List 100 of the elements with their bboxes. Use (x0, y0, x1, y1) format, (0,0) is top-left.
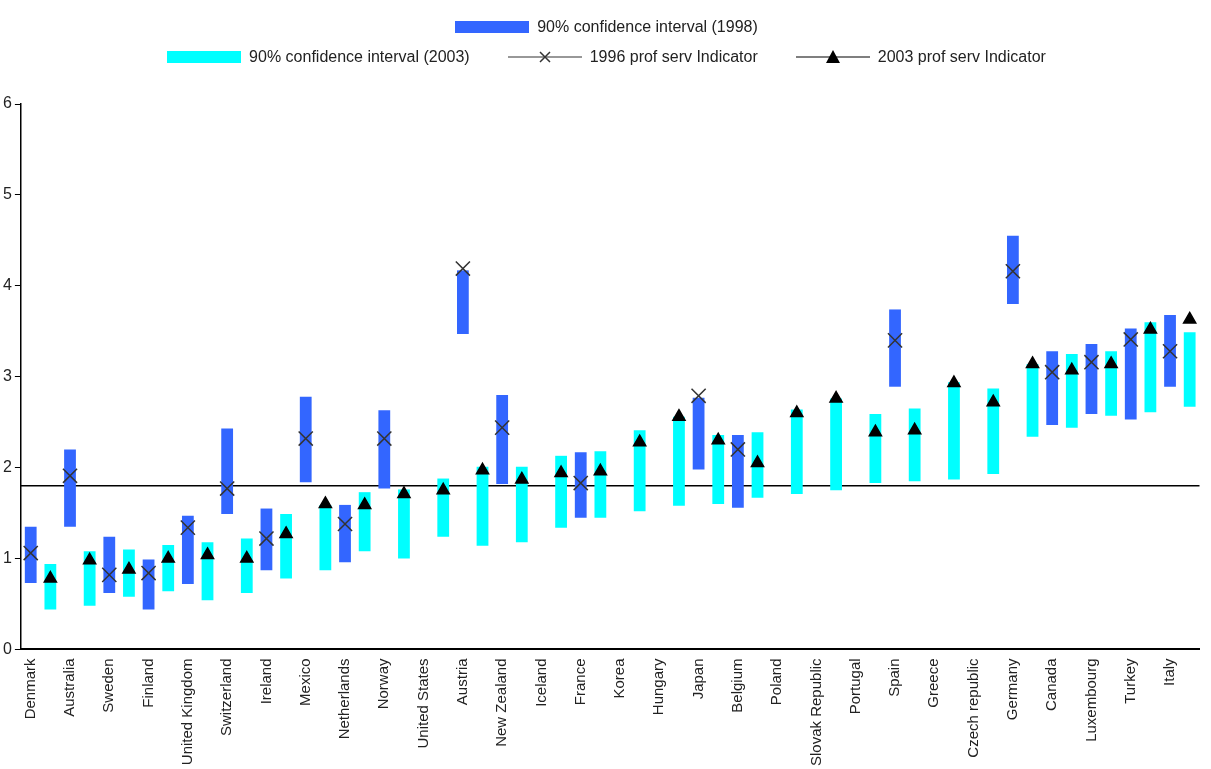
bar (1124, 328, 1137, 420)
point (730, 441, 746, 458)
point (337, 516, 353, 532)
bar (378, 410, 391, 489)
point (436, 482, 451, 495)
x-tick-label: Portugal (845, 658, 863, 715)
bar (24, 526, 37, 584)
point (986, 394, 1001, 407)
point (82, 552, 97, 565)
point (1182, 311, 1197, 324)
point (572, 475, 589, 491)
point (907, 422, 922, 435)
bar (1144, 322, 1157, 413)
x-tick-label: Iceland (531, 658, 549, 707)
x-tick-label: Slovak Republic (806, 657, 824, 767)
point (1044, 364, 1060, 380)
y-tick-label: 5 (2, 185, 12, 203)
point (672, 408, 686, 421)
point (1025, 356, 1040, 369)
x-tick-label: Mexico (295, 658, 313, 706)
bar (987, 388, 1000, 474)
x-tick-label: Denmark (20, 657, 38, 720)
point (1143, 321, 1158, 334)
bar (64, 449, 76, 527)
x-tick-label: France (570, 658, 588, 706)
point (887, 332, 903, 349)
bar (673, 416, 685, 506)
bar (948, 382, 960, 480)
x-tick-label: Hungary (649, 657, 667, 716)
point (180, 519, 196, 536)
point (475, 462, 490, 475)
bar (181, 515, 194, 584)
point (1065, 362, 1079, 375)
x-tick-label: Netherlands (335, 658, 353, 740)
point (122, 561, 136, 574)
x-tick-label: Czech republic (963, 657, 981, 758)
point (1162, 343, 1178, 360)
point (750, 455, 765, 468)
bar (731, 434, 744, 508)
y-tick-label: 4 (2, 276, 12, 294)
x-tick-label: Canada (1042, 657, 1060, 711)
x-tick-label: Greece (924, 658, 942, 708)
point (357, 497, 372, 510)
point (62, 467, 78, 484)
point (593, 463, 608, 476)
point (219, 480, 235, 497)
bar (496, 394, 509, 484)
point (1083, 354, 1100, 370)
x-tick-label: Italy (1160, 657, 1178, 686)
x-tick-label: Turkey (1120, 657, 1138, 704)
x-tick-label: United States (413, 658, 431, 749)
legend-label: 90% confidence interval (2003) (249, 48, 470, 66)
y-tick-label: 0 (2, 639, 12, 657)
y-tick-label: 1 (2, 548, 12, 566)
point (790, 405, 804, 418)
bar (319, 504, 332, 571)
point (494, 419, 510, 436)
point (1005, 263, 1021, 280)
x-tick-label: Sweden (99, 658, 117, 713)
point (397, 486, 411, 499)
bar (456, 270, 469, 334)
y-tick-label: 6 (2, 94, 12, 112)
bar (299, 396, 312, 483)
point (690, 387, 707, 404)
bar (1046, 351, 1059, 425)
x-tick-label: Korea (610, 657, 628, 699)
bar (790, 409, 803, 494)
point (101, 567, 118, 583)
x-tick-label: Finland (138, 658, 156, 708)
point (22, 545, 39, 561)
point (829, 390, 843, 403)
point (279, 526, 293, 539)
x-tick-label: Ireland (256, 658, 274, 705)
y-tick-label: 2 (2, 458, 12, 476)
point (514, 471, 529, 484)
x-tick-label: Germany (1003, 657, 1021, 721)
x-tick-label: Belgium (728, 658, 746, 713)
y-tick-label: 3 (2, 367, 12, 385)
x-tick-label: Austria (453, 657, 471, 706)
point (1104, 356, 1118, 369)
x-tick-label: Japan (688, 658, 706, 700)
point (947, 375, 961, 388)
point (455, 260, 471, 277)
x-tick-label: Spain (885, 658, 903, 697)
bar (1183, 332, 1196, 407)
x-tick-label: Luxembourg (1081, 658, 1099, 742)
bar (633, 430, 646, 512)
point (161, 550, 176, 563)
bar (1065, 354, 1078, 428)
point (632, 434, 647, 447)
bar (692, 397, 705, 470)
point (239, 550, 254, 563)
bar (889, 309, 901, 387)
point (297, 430, 314, 447)
x-tick-label: Switzerland (217, 658, 235, 736)
bar (574, 452, 587, 518)
x-tick-label: United Kingdom (178, 658, 196, 766)
legend-label: 90% confidence interval (1998) (537, 18, 758, 36)
point (554, 465, 568, 478)
bar (830, 398, 842, 491)
